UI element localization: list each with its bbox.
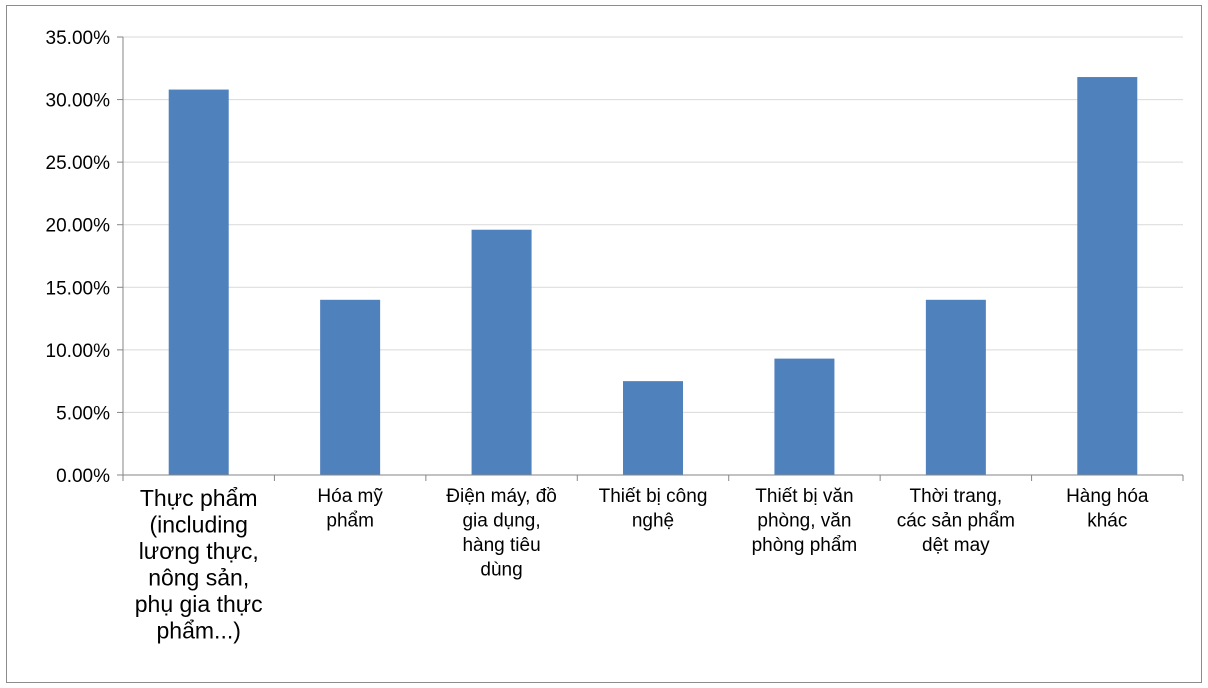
x-category-label-line: khác: [1087, 511, 1127, 532]
bar: [1077, 77, 1138, 475]
y-tick-label: 20.00%: [46, 216, 111, 237]
y-tick-label: 35.00%: [46, 28, 111, 49]
bars: [168, 77, 1138, 475]
y-tick-label: 30.00%: [46, 91, 111, 112]
axes: [117, 36, 1184, 481]
bar: [774, 358, 835, 475]
x-category-label-line: gia dụng,: [462, 511, 540, 532]
chart-frame: 0.00% 5.00% 10.00% 15.00% 20.00% 25.00% 30.00%…: [6, 5, 1202, 683]
bar: [471, 229, 532, 475]
x-category-label-line: Thiết bị công: [599, 486, 708, 507]
x-category-label-line: Hóa mỹ: [317, 486, 383, 507]
y-tick-label: 5.00%: [56, 403, 110, 424]
x-category-label-line: dùng: [480, 560, 522, 581]
x-category-label-line: dệt may: [922, 535, 990, 556]
x-category-label: Hóa mỹ phẩm: [317, 486, 383, 532]
y-tick-labels: 0.00% 5.00% 10.00% 15.00% 20.00% 25.00% 30.00%…: [46, 28, 111, 487]
x-category-label-line: phòng phẩm: [752, 535, 858, 556]
x-category-label-line: hàng tiêu: [462, 535, 540, 556]
x-category-label: Thời trang, các sản phẩm dệt may: [897, 486, 1015, 556]
y-tick-label: 10.00%: [46, 341, 111, 362]
x-category-label-line: phụ gia thực: [135, 591, 263, 617]
bar: [623, 381, 683, 475]
x-category-label-line: phẩm: [326, 511, 374, 532]
gridlines: [123, 36, 1183, 413]
x-category-label-line: Thời trang,: [909, 486, 1002, 507]
y-tick-label: 15.00%: [46, 278, 111, 299]
x-category-label: Hàng hóa khác: [1066, 486, 1149, 532]
x-category-label: Thiết bị văn phòng, văn phòng phẩm: [752, 486, 858, 556]
bar: [320, 299, 381, 475]
y-tick-label: 0.00%: [56, 466, 110, 487]
x-category-label-line: Thiết bị văn: [755, 486, 853, 507]
bar: [168, 89, 229, 475]
x-category-label-line: phòng, văn: [757, 511, 851, 532]
x-category-label-line: Thực phẩm: [140, 485, 258, 511]
x-category-label-line: Điện máy, đồ: [446, 486, 557, 507]
x-category-label-line: nông sản,: [148, 565, 249, 591]
x-category-labels: Thực phẩm (including lương thực, nông sản, p…: [135, 485, 1149, 644]
x-category-label-line: phẩm...): [157, 618, 241, 644]
x-category-label: Điện máy, đồ gia dụng, hàng tiêu dùng: [446, 486, 557, 581]
x-category-label-line: Hàng hóa: [1066, 486, 1149, 507]
x-category-label: Thực phẩm (including lương thực, nông sản, p…: [135, 485, 263, 644]
x-category-label-line: (including: [149, 512, 247, 538]
bar: [925, 299, 986, 475]
bar-chart: 0.00% 5.00% 10.00% 15.00% 20.00% 25.00% 30.00%…: [46, 28, 1184, 644]
x-category-label-line: các sản phẩm: [897, 511, 1015, 532]
x-category-label-line: lương thực,: [139, 538, 259, 564]
x-category-label: Thiết bị công nghệ: [599, 486, 708, 532]
y-tick-label: 25.00%: [46, 153, 111, 174]
x-category-label-line: nghệ: [632, 511, 674, 532]
